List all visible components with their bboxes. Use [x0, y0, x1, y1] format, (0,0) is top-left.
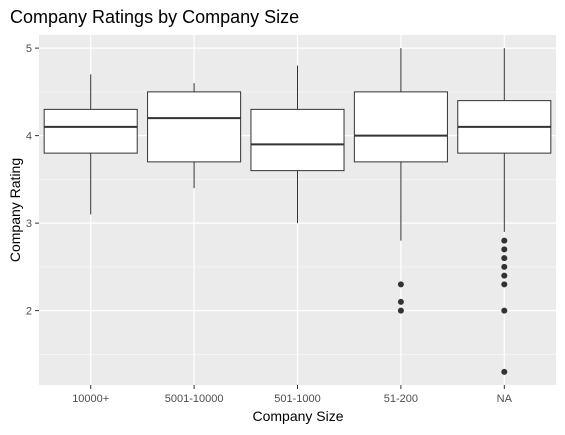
y-tick-label: 5	[26, 43, 32, 55]
plot-panel	[39, 35, 556, 385]
outlier-point	[397, 298, 404, 305]
iqr-box	[43, 108, 138, 154]
outlier-point	[501, 368, 508, 375]
outlier-point	[501, 246, 508, 253]
box-51-200	[353, 48, 448, 314]
y-tick-label: 4	[26, 131, 32, 143]
y-tick-label: 2	[26, 306, 32, 318]
chart-title: Company Ratings by Company Size	[10, 7, 299, 27]
y-tick-label: 3	[26, 218, 32, 230]
box-5001-10000	[147, 83, 242, 189]
x-tick-label: 501-1000	[274, 393, 321, 405]
iqr-box	[147, 91, 242, 163]
outlier-point	[501, 272, 508, 279]
y-axis: 2 3 4 5	[26, 43, 39, 318]
outlier-point	[501, 237, 508, 244]
outlier-point	[397, 281, 404, 288]
x-tick-label: 51-200	[384, 393, 418, 405]
iqr-box	[250, 108, 345, 172]
box-10000+	[43, 74, 138, 215]
x-tick-label: NA	[497, 393, 513, 405]
y-axis-title: Company Rating	[7, 158, 23, 262]
outlier-point	[501, 255, 508, 262]
outlier-point	[501, 281, 508, 288]
outlier-point	[397, 307, 404, 314]
iqr-box	[353, 91, 448, 163]
x-tick-label: 5001-10000	[165, 393, 224, 405]
x-tick-label: 10000+	[72, 393, 109, 405]
outlier-point	[501, 263, 508, 270]
outlier-point	[501, 307, 508, 314]
x-axis-title: Company Size	[252, 408, 343, 424]
box-501-1000	[250, 65, 345, 224]
box-NA	[457, 48, 552, 375]
x-axis: 10000+ 5001-10000 501-1000 51-200 NA	[72, 385, 513, 405]
